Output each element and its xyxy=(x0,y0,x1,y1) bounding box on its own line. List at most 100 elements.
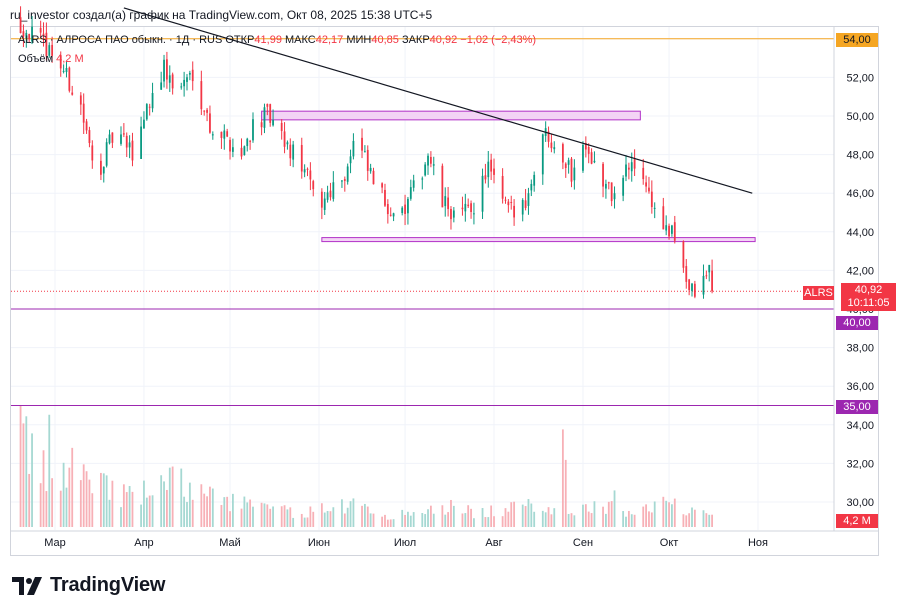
volume-bar xyxy=(220,504,223,527)
candle-body xyxy=(473,213,475,215)
y-tick-label: 52,00 xyxy=(846,72,874,84)
volume-bar xyxy=(384,514,386,527)
volume-bar xyxy=(226,496,229,527)
candle-body xyxy=(263,107,266,128)
volume-bar xyxy=(547,507,550,527)
candle-body xyxy=(39,27,42,33)
volume-bar xyxy=(229,511,231,527)
candle-body xyxy=(573,167,576,181)
volume-bar xyxy=(252,506,254,527)
candle-body xyxy=(140,126,142,159)
candle-body xyxy=(71,92,74,95)
volume-bar xyxy=(613,490,616,527)
candle-body xyxy=(653,207,656,209)
volume-bar xyxy=(145,497,148,527)
volume-bar xyxy=(590,513,593,527)
volume-bar xyxy=(541,510,544,527)
low-value: 40,85 xyxy=(371,34,399,46)
volume-bar xyxy=(630,514,633,527)
candle-body xyxy=(407,198,409,214)
candle-body xyxy=(587,147,590,154)
volume-bar xyxy=(263,503,266,527)
volume-bar xyxy=(266,504,269,527)
candle-body xyxy=(662,206,665,230)
y-tick-label: 44,00 xyxy=(846,227,874,239)
support-resistance-zones xyxy=(261,110,756,243)
candle-body xyxy=(682,241,685,268)
candle-body xyxy=(547,131,550,142)
candle-body xyxy=(300,144,303,172)
volume-bar xyxy=(487,517,490,527)
volume-bar xyxy=(412,512,415,527)
candle-body xyxy=(392,213,395,217)
candle-body xyxy=(120,134,122,144)
volume-bar xyxy=(48,414,51,527)
volume-bar xyxy=(444,514,447,527)
symbol-legend: ALRS · АЛРОСА ПАО обыкн. · 1Д · RUS ОТКР… xyxy=(18,34,536,46)
volume-bar xyxy=(481,508,484,527)
candle-body xyxy=(100,160,102,175)
volume-bar xyxy=(232,493,234,527)
volume-bar xyxy=(533,511,536,527)
volume-bar xyxy=(272,506,274,527)
candle-body xyxy=(343,179,346,181)
volume-bar xyxy=(343,513,346,527)
volume-bar xyxy=(45,491,48,527)
candle-body xyxy=(530,183,533,191)
volume-bar xyxy=(65,487,68,527)
volume-bar xyxy=(605,513,607,527)
volume-tag: 4,2 M xyxy=(836,514,878,528)
candle-body xyxy=(312,181,315,190)
volume-bar xyxy=(447,512,450,527)
volume-bar xyxy=(467,505,470,527)
volume-bar xyxy=(504,508,507,527)
candle-body xyxy=(622,177,625,196)
volume-bar xyxy=(346,507,349,527)
candle-body xyxy=(524,200,527,208)
candle-body xyxy=(48,45,51,56)
candle-body xyxy=(470,203,472,213)
candle-body xyxy=(209,113,211,133)
candle-body xyxy=(266,103,269,107)
candle-body xyxy=(128,142,131,148)
candle-body xyxy=(260,122,263,128)
volume-bar xyxy=(493,516,495,527)
volume-bar xyxy=(570,513,573,527)
symbol-ticker[interactable]: ALRS xyxy=(18,34,47,46)
zone-rect xyxy=(321,237,756,243)
volume-bar xyxy=(464,513,467,527)
tradingview-logo[interactable]: TradingView xyxy=(12,574,165,597)
volume-bar xyxy=(421,512,424,527)
candle-body xyxy=(366,149,369,171)
volume-bar xyxy=(530,503,533,527)
volume-bar xyxy=(401,509,404,527)
candle-body xyxy=(467,204,470,207)
volume-value: 4,2 M xyxy=(56,53,84,65)
volume-bar xyxy=(424,514,427,527)
time-axis: Мар Апр Май Июн Июл Авг Сен Окт Ноя xyxy=(11,530,879,549)
volume-bar xyxy=(633,514,636,527)
volume-bar xyxy=(642,506,645,527)
open-value: 41,99 xyxy=(254,34,282,46)
y-tick-label: 48,00 xyxy=(846,150,874,162)
candle-body xyxy=(85,121,88,131)
candle-body xyxy=(708,264,711,273)
volume-bar xyxy=(407,511,409,527)
volume-bar xyxy=(125,492,128,527)
candle-body xyxy=(668,225,670,237)
volume-bar xyxy=(564,459,567,527)
candle-body xyxy=(553,147,556,150)
candle-body xyxy=(200,81,203,110)
volume-bar xyxy=(432,513,435,527)
volume-bar xyxy=(691,507,693,527)
volume-bar xyxy=(286,509,289,527)
volume-bar xyxy=(682,514,685,527)
y-tick-label: 38,00 xyxy=(846,343,874,355)
volume-bar xyxy=(668,502,670,527)
volume-bar xyxy=(607,501,610,527)
trendline xyxy=(123,7,753,194)
candle-body xyxy=(79,95,82,105)
volume-bar xyxy=(102,473,105,527)
candle-body xyxy=(421,178,424,180)
